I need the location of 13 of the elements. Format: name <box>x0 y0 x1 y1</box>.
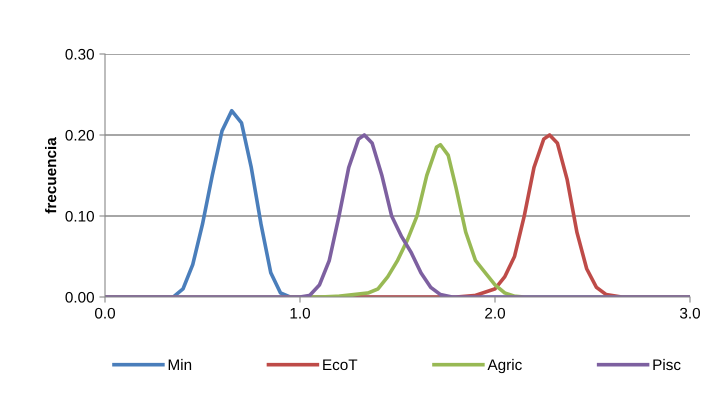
x-tick-label: 2.0 <box>485 308 506 319</box>
x-tick-label: 3.0 <box>680 308 700 319</box>
legend-label: Min <box>168 358 192 370</box>
y-tick-label: 0.30 <box>65 48 94 60</box>
x-tick-label: 0.0 <box>94 308 116 319</box>
legend-label: Pisc <box>653 358 681 370</box>
y-tick-label: 0.00 <box>65 292 94 303</box>
legend-label: EcoT <box>323 359 358 370</box>
y-tick-label: 0.20 <box>65 130 94 141</box>
y-axis-title: frecuencia <box>45 137 56 214</box>
x-tick-label: 1.0 <box>290 308 310 319</box>
y-tick-label: 0.10 <box>65 210 94 222</box>
legend-label: Agric <box>488 358 522 374</box>
